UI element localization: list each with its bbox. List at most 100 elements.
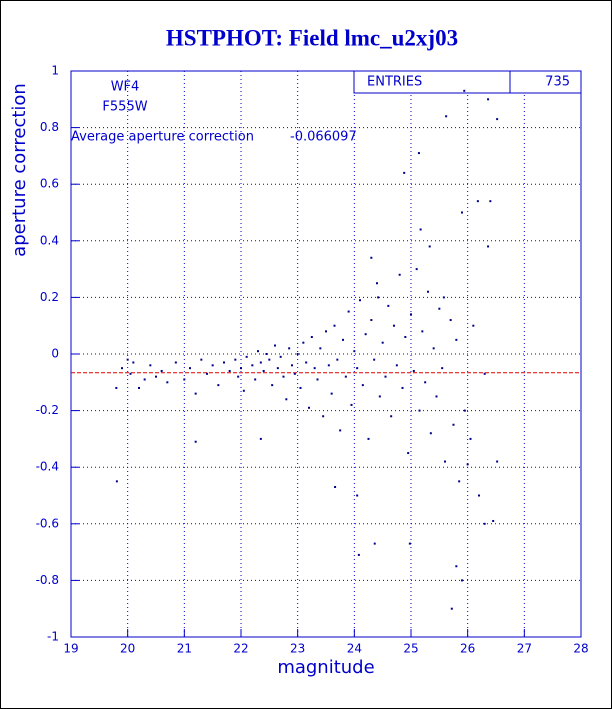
point (384, 375, 387, 378)
point (428, 245, 431, 248)
point (419, 228, 422, 231)
point (403, 171, 406, 174)
point (288, 347, 291, 350)
point (452, 423, 455, 426)
point (276, 367, 279, 370)
point (408, 542, 411, 545)
annotation: F555W (102, 100, 147, 115)
y-tick-label: 0 (51, 347, 59, 361)
point (155, 375, 157, 378)
point (376, 282, 378, 285)
point (393, 324, 395, 327)
point (478, 494, 480, 497)
point (461, 211, 463, 214)
point (461, 579, 463, 582)
point (438, 307, 441, 310)
point (115, 480, 118, 483)
point (313, 367, 316, 370)
point (149, 364, 152, 367)
point (242, 389, 245, 392)
x-tick-label: 24 (347, 642, 362, 656)
point (455, 565, 458, 568)
point (240, 367, 242, 370)
point (377, 296, 380, 299)
point (424, 381, 427, 384)
point (279, 355, 282, 358)
point (417, 152, 420, 155)
point (174, 361, 177, 364)
point (166, 381, 169, 384)
point (487, 245, 490, 248)
y-tick-label: 1 (51, 64, 59, 78)
point (322, 415, 325, 418)
stats-label: ENTRIES (367, 75, 422, 90)
point (228, 369, 231, 372)
point (449, 319, 452, 322)
point (435, 395, 438, 398)
point (325, 330, 327, 333)
x-tick-label: 19 (63, 642, 78, 656)
y-tick-label: -0.4 (36, 460, 59, 474)
y-tick-label: -0.8 (36, 573, 59, 587)
point (415, 268, 418, 271)
stats-value: 735 (545, 75, 570, 90)
point (274, 344, 276, 347)
point (259, 361, 262, 364)
point (339, 429, 342, 432)
point (476, 200, 479, 203)
avg-label: Average aperture correction (71, 130, 254, 145)
point (206, 372, 208, 375)
point (251, 364, 254, 367)
point (387, 304, 390, 307)
point (398, 273, 401, 276)
point (350, 403, 353, 406)
point (364, 333, 367, 336)
x-tick-label: 27 (517, 642, 532, 656)
x-tick-label: 25 (403, 642, 418, 656)
plot-frame (70, 70, 582, 638)
point (254, 378, 257, 381)
point (143, 378, 146, 381)
point (450, 607, 453, 610)
point (319, 347, 322, 350)
point (370, 256, 373, 259)
x-tick-label: 23 (290, 642, 305, 656)
point (257, 350, 259, 353)
point (126, 358, 129, 361)
point (183, 378, 186, 381)
point (469, 437, 472, 440)
y-tick-label: 0.2 (40, 290, 59, 304)
point (308, 406, 310, 409)
y-tick-label: -0.2 (36, 403, 59, 417)
point (200, 358, 203, 361)
point (359, 299, 361, 302)
point (496, 460, 499, 463)
point (160, 369, 163, 372)
point (115, 386, 118, 389)
point (367, 437, 370, 440)
point (336, 358, 339, 361)
point (310, 336, 313, 339)
y-axis-label: aperture correction (9, 83, 30, 257)
point (223, 361, 225, 364)
point (327, 364, 330, 367)
point (262, 369, 265, 372)
point (347, 310, 350, 313)
point (412, 369, 415, 372)
point (466, 463, 469, 466)
point (316, 378, 319, 381)
point (418, 409, 421, 412)
point (458, 480, 461, 483)
point (421, 330, 424, 333)
point (370, 319, 373, 322)
point (217, 384, 220, 387)
chart-title: HSTPHOT: Field lmc_u2xj03 (166, 25, 458, 50)
point (342, 338, 344, 341)
point (259, 437, 262, 440)
point (344, 375, 347, 378)
point (265, 353, 268, 355)
point (285, 398, 288, 401)
point (333, 324, 336, 327)
point (330, 392, 333, 395)
point (455, 338, 458, 341)
